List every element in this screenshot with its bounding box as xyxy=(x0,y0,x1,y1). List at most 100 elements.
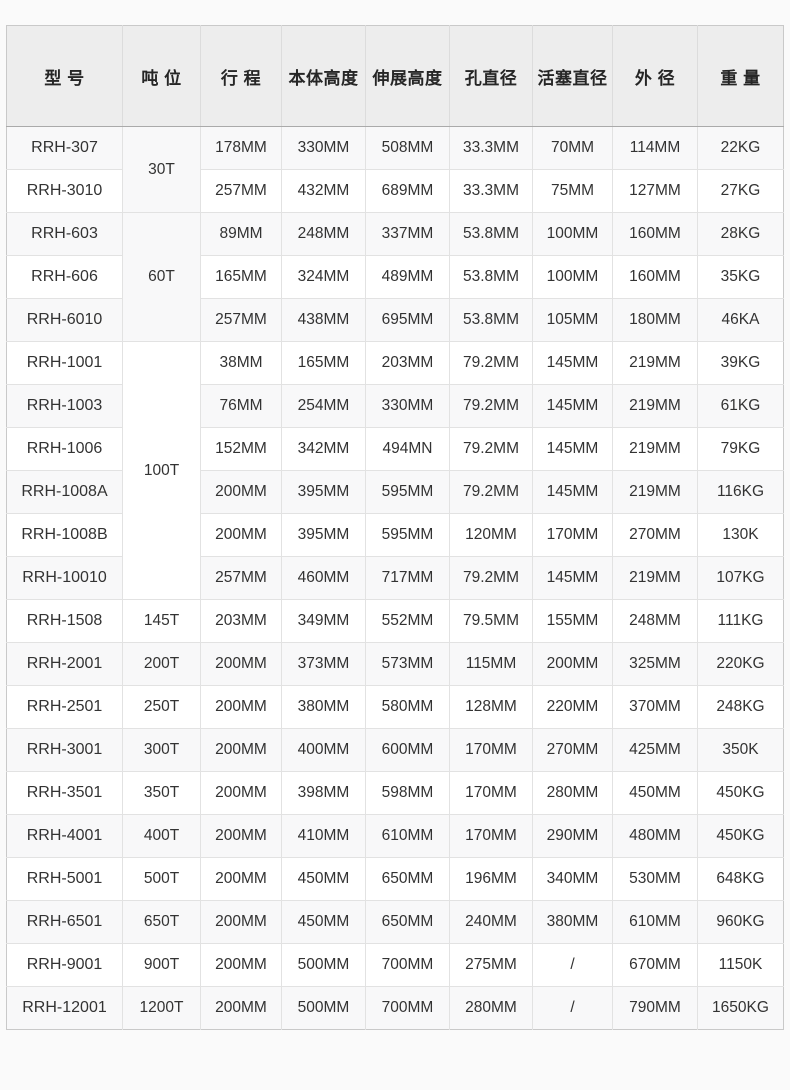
cell-piston-diameter: 155MM xyxy=(532,599,613,643)
cell-outer-diameter: 270MM xyxy=(612,513,698,557)
cell-outer-diameter: 219MM xyxy=(612,427,698,471)
cell-tonnage: 100T xyxy=(122,341,201,600)
cell-tonnage: 900T xyxy=(122,943,201,987)
cell-extended-height: 650MM xyxy=(365,900,450,944)
column-header-outer-diameter: 外 径 xyxy=(612,25,698,127)
table-row: RRH-307 30T 178MM 330MM 508MM 33.3MM 70MM 114MM… xyxy=(6,126,784,213)
cell-bore-diameter: 240MM xyxy=(449,900,533,944)
cell-piston-diameter: / xyxy=(532,943,613,987)
cell-bore-diameter: 79.2MM xyxy=(449,341,533,385)
cell-body-height: 460MM xyxy=(281,556,366,600)
cell-model: RRH-606 xyxy=(6,255,123,299)
cell-tonnage: 200T xyxy=(122,642,201,686)
cell-weight: 107KG xyxy=(697,556,784,600)
cell-outer-diameter: 370MM xyxy=(612,685,698,729)
cell-weight: 1650KG xyxy=(697,986,784,1030)
cell-tonnage: 145T xyxy=(122,599,201,643)
cell-weight: 35KG xyxy=(697,255,784,299)
cell-extended-height: 650MM xyxy=(365,857,450,901)
cell-model: RRH-307 xyxy=(6,126,123,170)
cell-body-height: 324MM xyxy=(281,255,366,299)
cell-weight: 116KG xyxy=(697,470,784,514)
table-row: RRH-12001 1200T 200MM 500MM 700MM 280MM/790MM… xyxy=(6,986,784,1030)
cell-tonnage: 350T xyxy=(122,771,201,815)
cell-outer-diameter: 425MM xyxy=(612,728,698,772)
cell-bore-diameter: 196MM xyxy=(449,857,533,901)
cell-extended-height: 610MM xyxy=(365,814,450,858)
cell-model: RRH-1008A xyxy=(6,470,123,514)
cell-bore-diameter: 79.2MM xyxy=(449,470,533,514)
cell-outer-diameter: 219MM xyxy=(612,470,698,514)
cell-piston-diameter: 270MM xyxy=(532,728,613,772)
cell-piston-diameter: 280MM xyxy=(532,771,613,815)
cell-weight: 248KG xyxy=(697,685,784,729)
cell-body-height: 432MM xyxy=(281,169,366,213)
table-header: 型 号 吨 位 行 程 本体高度 伸展高度 孔直径 活塞直径 外 径 重 量 xyxy=(6,25,784,127)
cell-weight: 960KG xyxy=(697,900,784,944)
cell-weight: 46KA xyxy=(697,298,784,342)
cell-stroke: 89MM xyxy=(200,212,282,256)
cell-outer-diameter: 219MM xyxy=(612,341,698,385)
cell-model: RRH-3501 xyxy=(6,771,123,815)
cell-body-height: 254MM xyxy=(281,384,366,428)
cell-extended-height: 508MM xyxy=(365,126,450,170)
table-body: RRH-307 30T 178MM 330MM 508MM 33.3MM 70MM 114MM… xyxy=(6,126,784,1030)
table-row: RRH-5001 500T 200MM 450MM 650MM 196MM 340MM 530… xyxy=(6,857,784,901)
cell-piston-diameter: 340MM xyxy=(532,857,613,901)
cell-tonnage: 60T xyxy=(122,212,201,342)
column-header-model: 型 号 xyxy=(6,25,123,127)
cell-tonnage: 300T xyxy=(122,728,201,772)
cell-outer-diameter: 670MM xyxy=(612,943,698,987)
cell-model: RRH-1008B xyxy=(6,513,123,557)
cell-extended-height: 330MM xyxy=(365,384,450,428)
cell-stroke: 200MM xyxy=(200,642,282,686)
cell-outer-diameter: 180MM xyxy=(612,298,698,342)
cell-stroke: 152MM xyxy=(200,427,282,471)
cell-model: RRH-2001 xyxy=(6,642,123,686)
table-row: RRH-1006 152MM 342MM 494MN 79.2MM 145MM 219MM 7… xyxy=(6,427,784,471)
cell-outer-diameter: 610MM xyxy=(612,900,698,944)
cell-extended-height: 598MM xyxy=(365,771,450,815)
cell-model: RRH-6010 xyxy=(6,298,123,342)
cell-bore-diameter: 120MM xyxy=(449,513,533,557)
cell-weight: 27KG xyxy=(697,169,784,213)
table-row: RRH-10010 257MM 460MM 717MM 79.2MM 145MM 219MM… xyxy=(6,556,784,600)
cell-body-height: 410MM xyxy=(281,814,366,858)
cell-extended-height: 695MM xyxy=(365,298,450,342)
table-row: RRH-3001 300T 200MM 400MM 600MM 170MM 270MM 425… xyxy=(6,728,784,772)
cell-tonnage: 250T xyxy=(122,685,201,729)
cell-stroke: 257MM xyxy=(200,556,282,600)
table-row: RRH-6501 650T 200MM 450MM 650MM 240MM 380MM 610… xyxy=(6,900,784,944)
cell-bore-diameter: 53.8MM xyxy=(449,298,533,342)
cell-weight: 350K xyxy=(697,728,784,772)
cell-body-height: 400MM xyxy=(281,728,366,772)
cell-body-height: 450MM xyxy=(281,857,366,901)
cell-model: RRH-3010 xyxy=(6,169,123,213)
cell-model: RRH-3001 xyxy=(6,728,123,772)
cell-bore-diameter: 53.8MM xyxy=(449,255,533,299)
cell-stroke: 178MM xyxy=(200,126,282,170)
cell-stroke: 200MM xyxy=(200,857,282,901)
cell-piston-diameter: 105MM xyxy=(532,298,613,342)
cell-model: RRH-603 xyxy=(6,212,123,256)
cell-extended-height: 689MM xyxy=(365,169,450,213)
cell-outer-diameter: 160MM xyxy=(612,255,698,299)
cell-weight: 1150K xyxy=(697,943,784,987)
table-row: RRH-2501 250T 200MM 380MM 580MM 128MM 220MM 370… xyxy=(6,685,784,729)
table-row: RRH-1008A 200MM 395MM 595MM 79.2MM 145MM 219MM… xyxy=(6,470,784,514)
cell-extended-height: 337MM xyxy=(365,212,450,256)
cell-model: RRH-1508 xyxy=(6,599,123,643)
cell-bore-diameter: 33.3MM xyxy=(449,126,533,170)
cell-stroke: 165MM xyxy=(200,255,282,299)
column-header-extended-height: 伸展高度 xyxy=(365,25,450,127)
cell-body-height: 500MM xyxy=(281,986,366,1030)
cell-extended-height: 595MM xyxy=(365,513,450,557)
column-header-piston-diameter: 活塞直径 xyxy=(532,25,613,127)
cell-piston-diameter: / xyxy=(532,986,613,1030)
cell-body-height: 438MM xyxy=(281,298,366,342)
cell-outer-diameter: 219MM xyxy=(612,556,698,600)
cell-piston-diameter: 100MM xyxy=(532,255,613,299)
cell-bore-diameter: 280MM xyxy=(449,986,533,1030)
column-header-tonnage: 吨 位 xyxy=(122,25,201,127)
